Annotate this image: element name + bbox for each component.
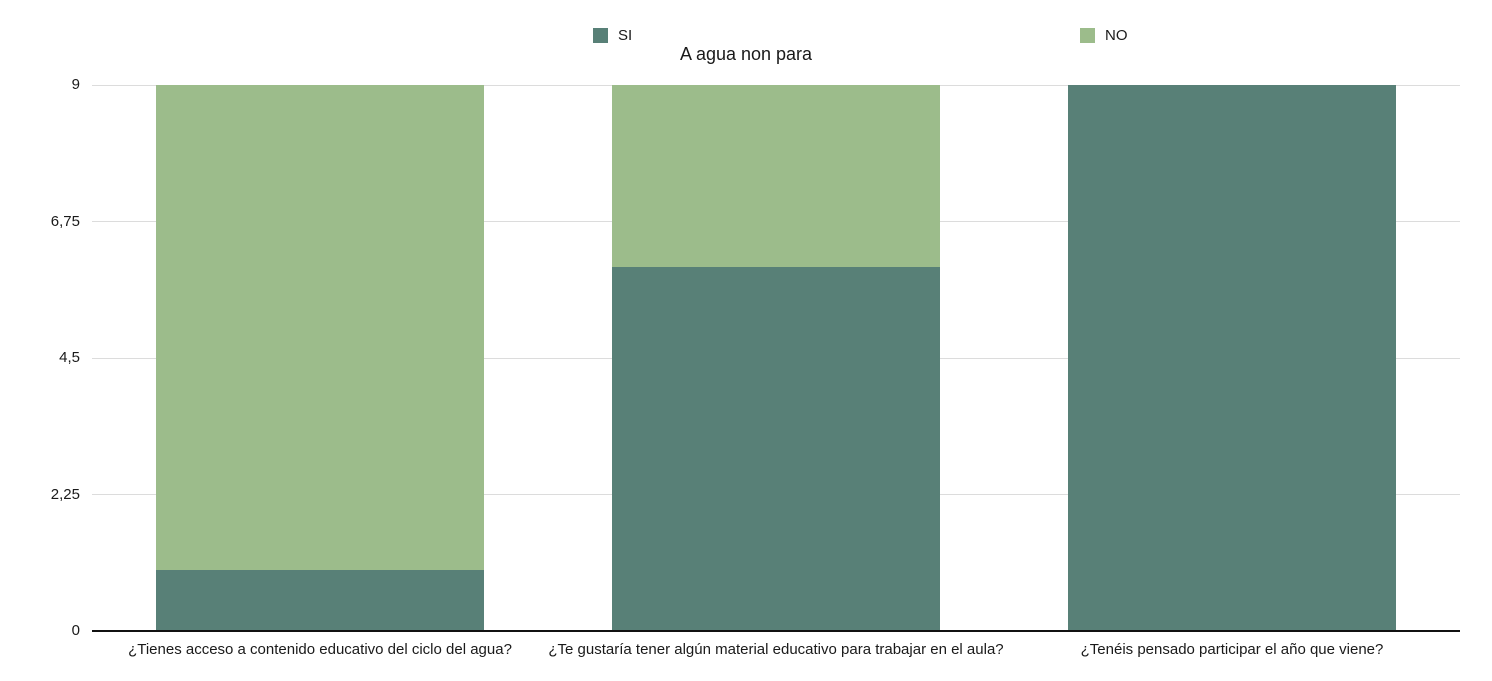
- legend-label-si: SI: [618, 27, 633, 44]
- legend-label-no: NO: [1105, 27, 1128, 44]
- legend-item-si: SI: [593, 27, 632, 44]
- y-axis-tick-label: 4,5: [59, 349, 80, 366]
- y-axis-tick-label: 9: [71, 76, 80, 93]
- bar-segment-si: [612, 267, 940, 631]
- x-axis-label: ¿Te gustaría tener algún material educat…: [548, 641, 1004, 658]
- y-axis-tick-label: 2,25: [50, 485, 80, 503]
- y-axis-tick-label: 6,75: [50, 212, 80, 230]
- legend-item-no: NO: [1080, 27, 1128, 44]
- legend-swatch-no: [1080, 28, 1095, 43]
- chart-title: A agua non para: [679, 44, 813, 64]
- x-axis-label: ¿Tienes acceso a contenido educativo del…: [128, 641, 512, 658]
- y-axis-tick-label: 0: [71, 622, 80, 639]
- bar-segment-si: [156, 570, 484, 631]
- bar-segment-no: [612, 85, 940, 267]
- legend-swatch-si: [593, 28, 608, 43]
- bar-segment-no: [156, 85, 484, 571]
- bar-segment-si: [1068, 85, 1396, 631]
- x-axis-line: [92, 630, 1460, 632]
- x-axis-label: ¿Tenéis pensado participar el año que vi…: [1080, 641, 1384, 658]
